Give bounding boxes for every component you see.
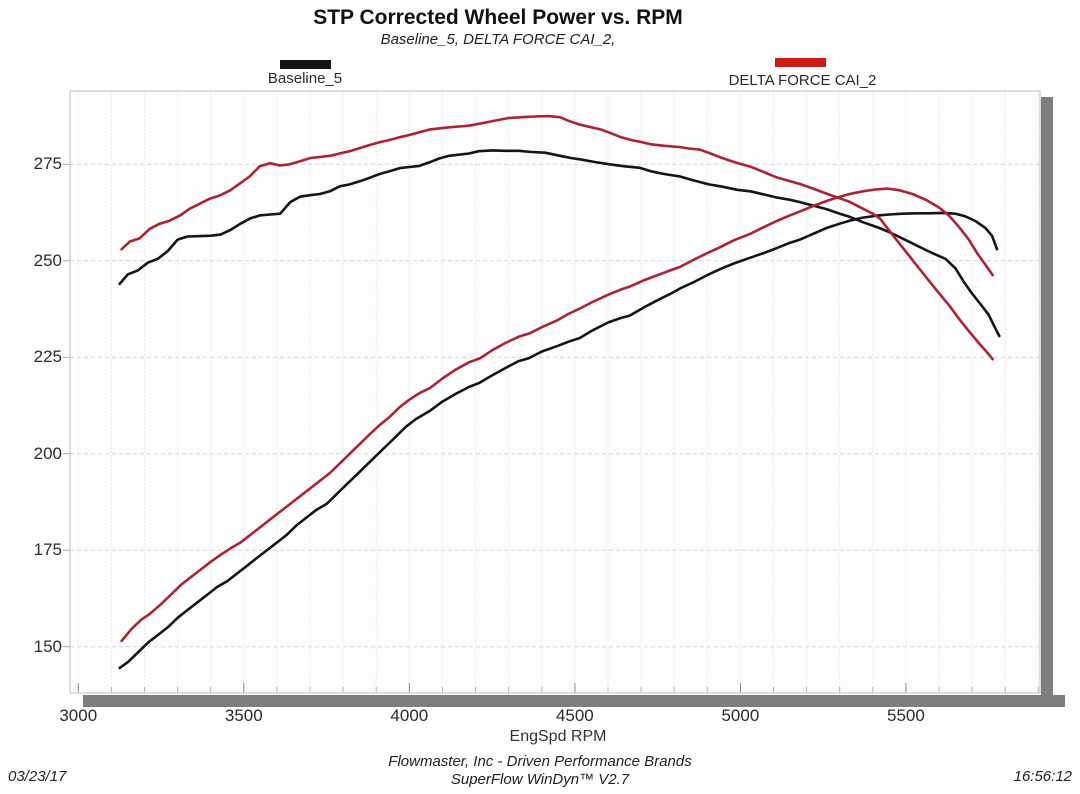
x-tick-label: 4000 — [390, 706, 429, 725]
footer-software-line: SuperFlow WinDyn™ V2.7 — [450, 771, 630, 788]
y-tick-label: 150 — [33, 636, 62, 656]
y-tick-label: 175 — [33, 540, 62, 560]
x-tick-label: 4500 — [555, 706, 594, 725]
footer-company-line: Flowmaster, Inc - Driven Performance Bra… — [388, 753, 692, 770]
footer-date: 03/23/17 — [8, 768, 67, 785]
x-tick-label: 5500 — [886, 706, 925, 725]
legend-swatch-delta — [775, 58, 826, 67]
x-tick-label: 5000 — [721, 706, 760, 725]
page-title: STP Corrected Wheel Power vs. RPM — [313, 6, 683, 29]
x-tick-label: 3500 — [224, 706, 263, 725]
y-tick-label: 200 — [33, 443, 62, 463]
legend-label-baseline: Baseline_5 — [267, 70, 343, 87]
y-tick-label: 225 — [33, 347, 62, 367]
page-subtitle: Baseline_5, DELTA FORCE CAI_2, — [380, 31, 616, 48]
x-axis-label: EngSpd RPM — [509, 728, 607, 745]
legend-swatch-baseline — [280, 60, 331, 69]
footer-time: 16:56:12 — [1013, 768, 1072, 785]
y-tick-label: 250 — [33, 250, 62, 270]
y-tick-label: 275 — [33, 154, 62, 174]
legend-label-delta: DELTA FORCE CAI_2 — [728, 72, 877, 89]
x-tick-label: 3000 — [59, 706, 98, 725]
